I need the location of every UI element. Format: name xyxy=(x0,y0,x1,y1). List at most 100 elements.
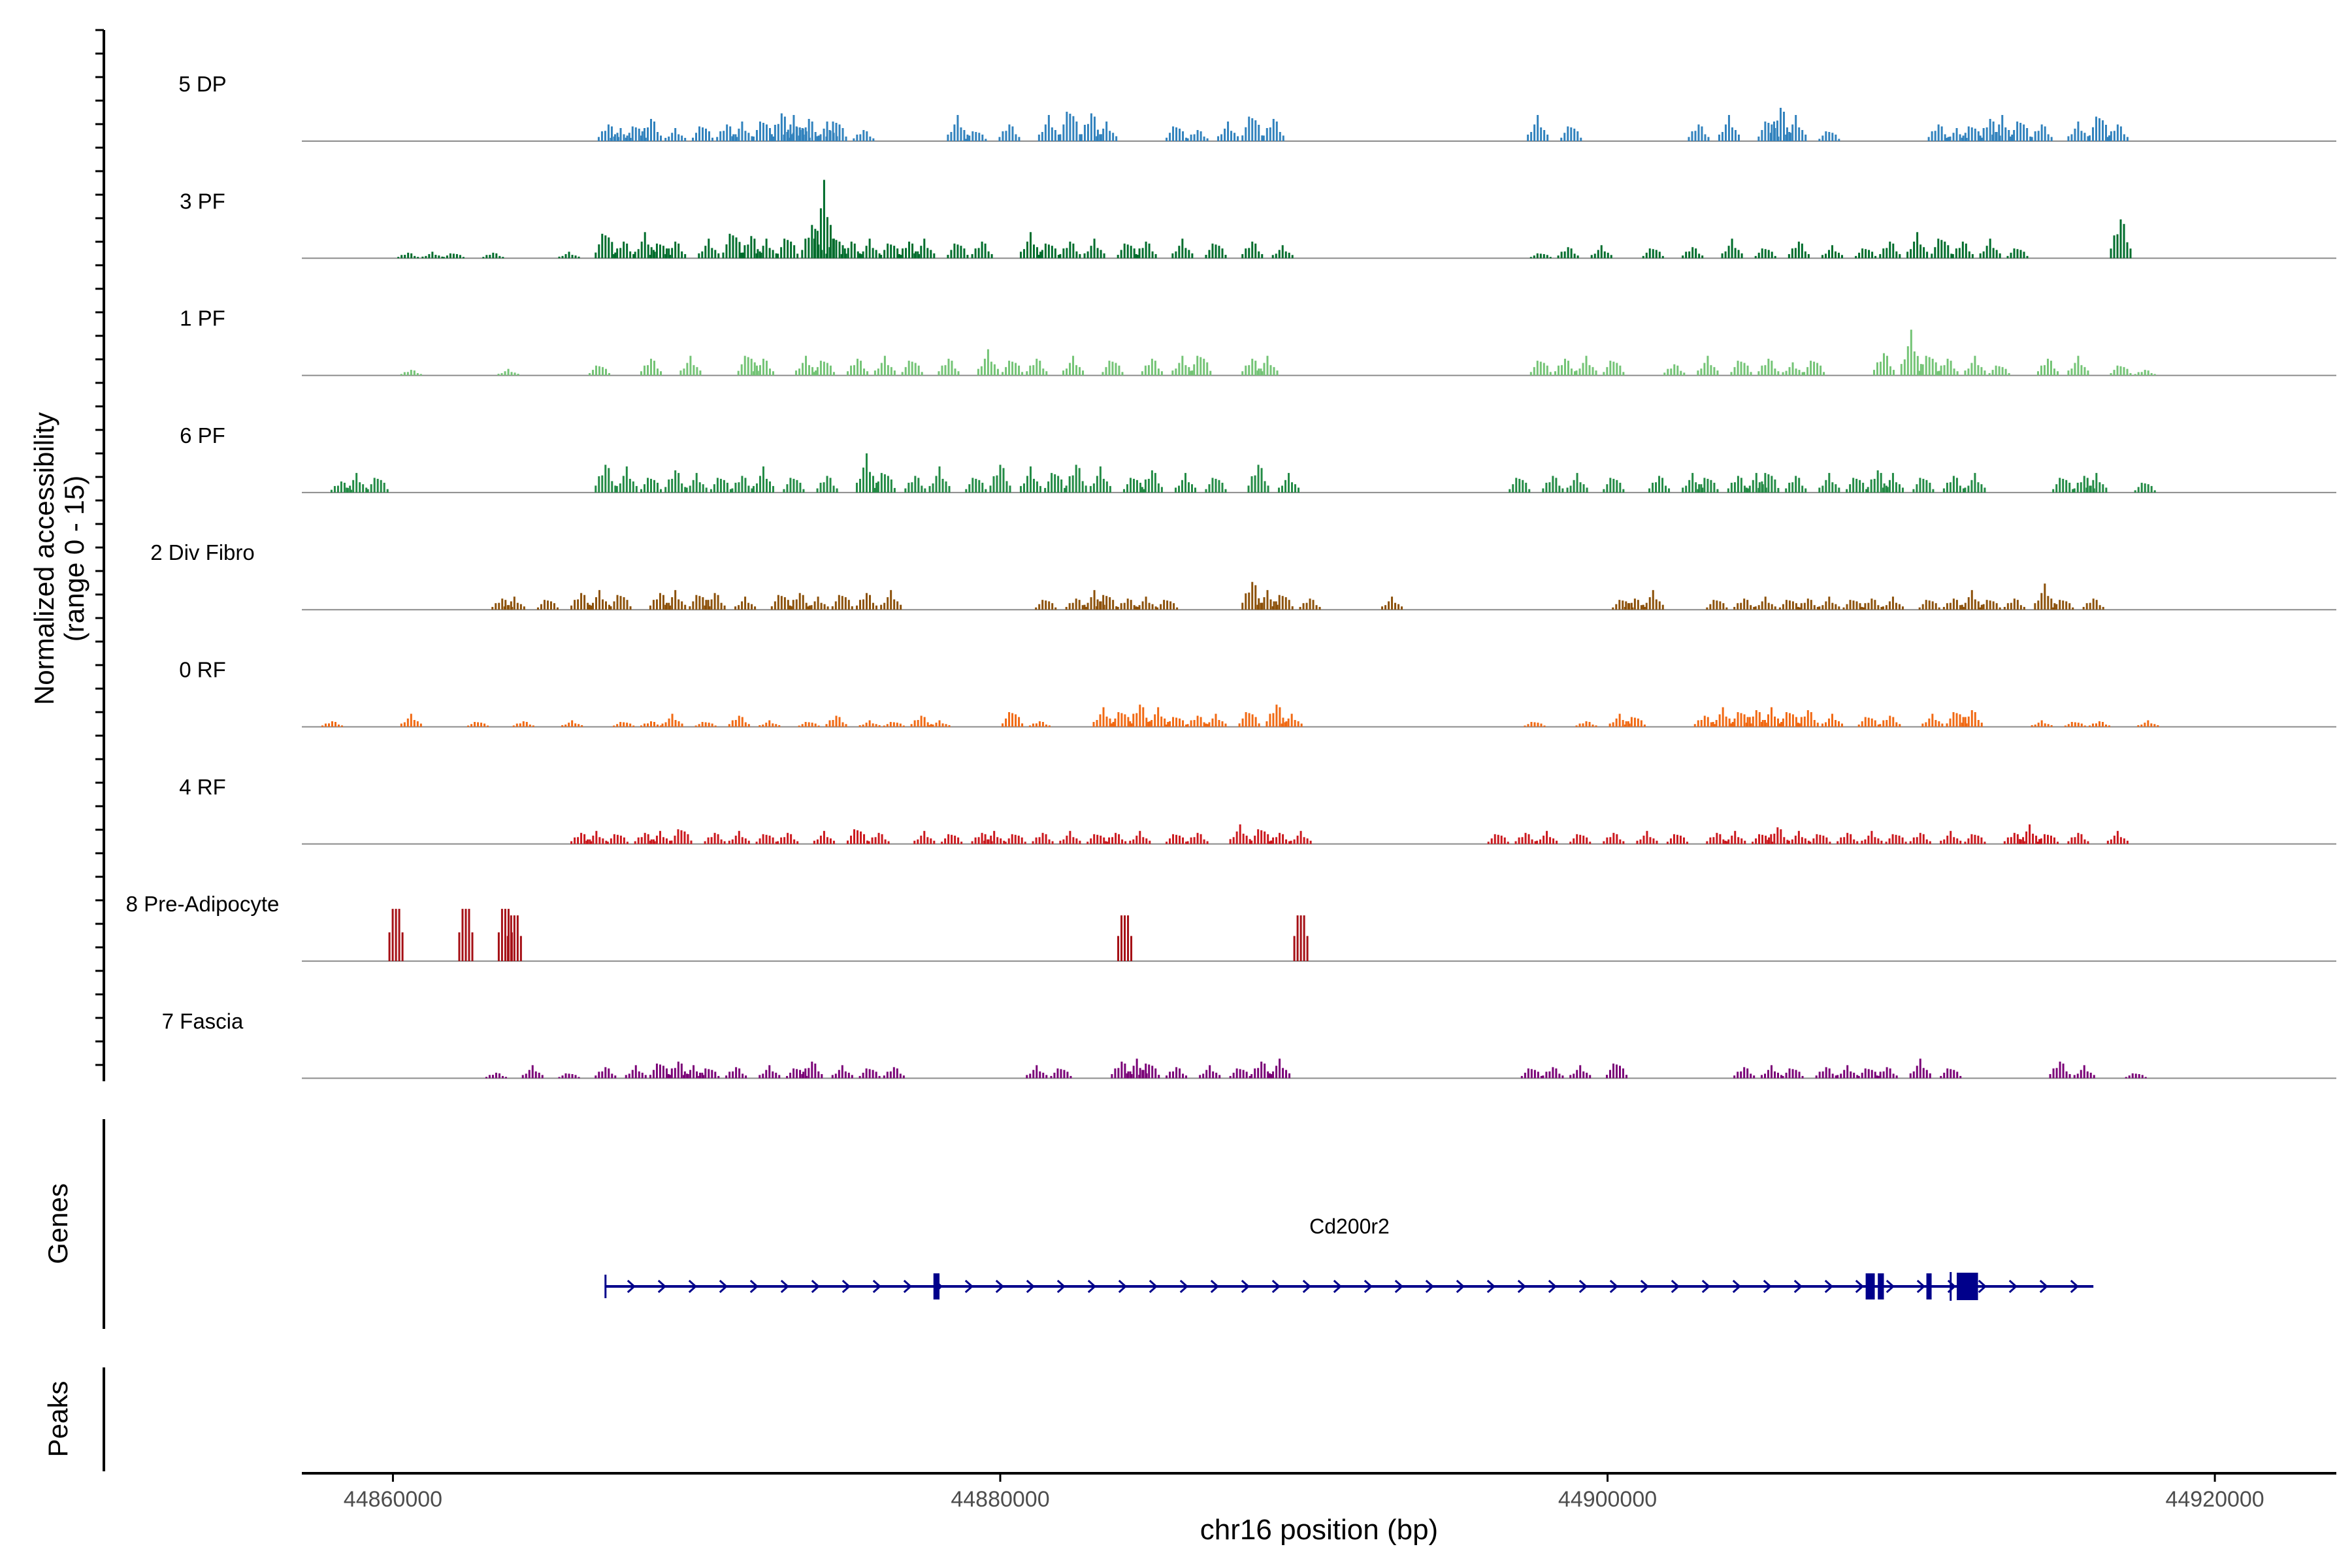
coverage-peak xyxy=(1090,838,1092,844)
coverage-peak xyxy=(1709,837,1712,844)
coverage-peak xyxy=(759,1075,761,1079)
coverage-peak xyxy=(1740,1071,1742,1079)
coverage-peak xyxy=(619,836,622,844)
coverage-peak xyxy=(1938,607,1940,610)
coverage-peak xyxy=(1109,597,1111,610)
coverage-peak xyxy=(1221,248,1224,259)
coverage-peak xyxy=(1254,243,1257,259)
coverage-peak xyxy=(625,137,627,141)
coverage-peak xyxy=(1552,838,1555,844)
strand-arrow xyxy=(1763,1279,1772,1294)
coverage-peak xyxy=(2010,837,2012,844)
coverage-peak xyxy=(1135,836,1138,844)
coverage-peak xyxy=(1750,605,1752,610)
coverage-peak xyxy=(966,255,969,259)
coverage-peak xyxy=(2008,373,2010,376)
coverage-peak xyxy=(728,1071,731,1079)
coverage-peak xyxy=(2086,1071,2089,1079)
coverage-peak xyxy=(953,243,956,259)
coverage-peak xyxy=(2059,478,2061,493)
coverage-peak xyxy=(324,723,327,727)
coverage-peak xyxy=(1840,1073,1842,1079)
coverage-peak xyxy=(414,255,416,259)
coverage-peak xyxy=(887,365,889,376)
coverage-peak xyxy=(751,604,753,610)
coverage-peak xyxy=(619,128,622,141)
coverage-peak xyxy=(623,722,625,727)
coverage-peak xyxy=(1980,837,1983,844)
coverage-peak xyxy=(996,475,998,493)
coverage-peak xyxy=(808,605,811,610)
coverage-peak xyxy=(826,363,828,376)
coverage-peak xyxy=(866,840,869,844)
coverage-peak xyxy=(880,472,883,493)
coverage-peak xyxy=(1066,248,1068,259)
coverage-peak xyxy=(1057,255,1060,259)
coverage-peak xyxy=(1624,725,1626,727)
coverage-peak xyxy=(908,241,911,259)
coverage-peak xyxy=(1179,1068,1181,1079)
strand-arrow xyxy=(903,1279,913,1294)
coverage-peak xyxy=(2019,123,2022,141)
coverage-peak xyxy=(1542,1075,1544,1079)
coverage-peak xyxy=(1734,130,1737,141)
coverage-peak xyxy=(875,605,877,610)
coverage-peak xyxy=(1889,715,1891,727)
coverage-peak xyxy=(1818,606,1821,610)
coverage-peak xyxy=(677,1061,679,1079)
coverage-peak xyxy=(1066,836,1068,844)
coverage-peak xyxy=(2062,1063,2065,1079)
coverage-peak xyxy=(491,1075,494,1079)
coverage-peak xyxy=(483,723,486,727)
coverage-peak xyxy=(1768,837,1771,844)
coverage-peak xyxy=(1148,243,1151,259)
coverage-peak xyxy=(1764,122,1767,141)
coverage-peak xyxy=(1309,598,1311,610)
coverage-peak xyxy=(1251,359,1254,376)
coverage-peak xyxy=(1096,834,1099,844)
coverage-peak xyxy=(917,720,919,727)
coverage-peak xyxy=(2040,838,2042,844)
coverage-peak xyxy=(2044,723,2046,727)
coverage-peak xyxy=(504,909,506,962)
coverage-peak xyxy=(386,489,389,493)
coverage-peak xyxy=(1230,131,1233,141)
coverage-peak xyxy=(802,1071,805,1079)
coverage-peak xyxy=(872,602,874,610)
coverage-peak xyxy=(668,137,670,141)
coverage-peak xyxy=(684,604,687,610)
coverage-peak xyxy=(993,364,996,376)
coverage-peak xyxy=(1806,367,1809,376)
coverage-peak xyxy=(877,368,879,376)
coverage-peak xyxy=(802,595,804,610)
coverage-peak xyxy=(754,606,757,610)
coverage-peak xyxy=(388,932,391,962)
coverage-peak xyxy=(2034,603,2036,610)
coverage-peak xyxy=(707,600,710,610)
coverage-peak xyxy=(1251,581,1254,610)
coverage-peak xyxy=(866,131,868,141)
coverage-peak xyxy=(1130,723,1133,727)
coverage-peak xyxy=(960,841,963,844)
coverage-peak xyxy=(629,723,632,727)
coverage-peak xyxy=(1114,1068,1117,1079)
coverage-peak xyxy=(1901,487,1904,493)
coverage-peak xyxy=(819,134,822,141)
coverage-peak xyxy=(367,489,369,493)
coverage-peak xyxy=(753,362,756,376)
coverage-peak xyxy=(734,482,737,493)
coverage-peak xyxy=(1166,137,1168,141)
coverage-peak xyxy=(702,1075,705,1079)
coverage-peak xyxy=(757,370,759,376)
coverage-peak xyxy=(1156,607,1159,610)
coverage-peak xyxy=(1753,606,1756,610)
coverage-peak xyxy=(2025,831,2028,844)
coverage-peak xyxy=(1132,839,1135,844)
coverage-peak xyxy=(813,601,816,610)
coverage-peak xyxy=(1503,837,1506,844)
coverage-peak xyxy=(1980,367,1983,376)
coverage-peak xyxy=(1569,1075,1572,1079)
coverage-peak xyxy=(2053,368,2055,376)
coverage-peak xyxy=(719,131,722,141)
coverage-peak xyxy=(1105,716,1108,727)
